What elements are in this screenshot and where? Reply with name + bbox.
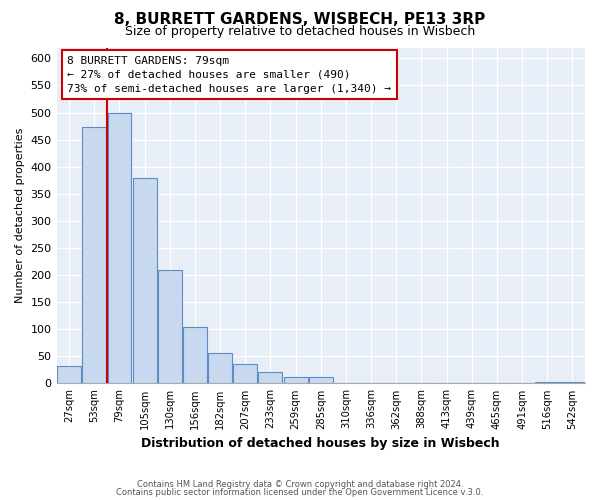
- Bar: [284, 377, 308, 384]
- Y-axis label: Number of detached properties: Number of detached properties: [15, 128, 25, 303]
- Bar: [560, 382, 584, 384]
- Bar: [309, 377, 333, 384]
- X-axis label: Distribution of detached houses by size in Wisbech: Distribution of detached houses by size …: [142, 437, 500, 450]
- Text: Contains HM Land Registry data © Crown copyright and database right 2024.: Contains HM Land Registry data © Crown c…: [137, 480, 463, 489]
- Bar: [183, 326, 207, 384]
- Text: 8, BURRETT GARDENS, WISBECH, PE13 3RP: 8, BURRETT GARDENS, WISBECH, PE13 3RP: [115, 12, 485, 28]
- Bar: [133, 178, 157, 384]
- Bar: [57, 366, 81, 384]
- Text: Size of property relative to detached houses in Wisbech: Size of property relative to detached ho…: [125, 25, 475, 38]
- Bar: [82, 127, 106, 384]
- Text: Contains public sector information licensed under the Open Government Licence v.: Contains public sector information licen…: [116, 488, 484, 497]
- Text: 8 BURRETT GARDENS: 79sqm
← 27% of detached houses are smaller (490)
73% of semi-: 8 BURRETT GARDENS: 79sqm ← 27% of detach…: [67, 56, 391, 94]
- Bar: [535, 382, 559, 384]
- Bar: [259, 372, 283, 384]
- Bar: [158, 270, 182, 384]
- Bar: [107, 112, 131, 384]
- Bar: [233, 364, 257, 384]
- Bar: [208, 352, 232, 384]
